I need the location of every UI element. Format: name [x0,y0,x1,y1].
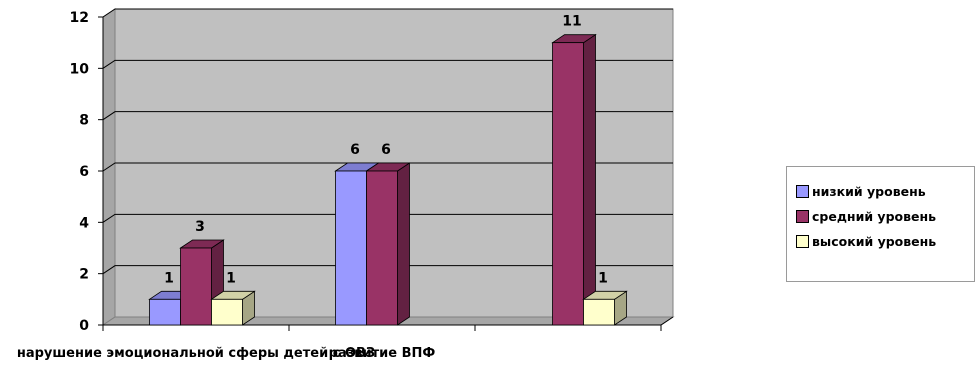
bar-front [335,170,367,326]
data-label: 6 [381,142,391,158]
category-label: развитие ВПФ [329,346,436,361]
data-label: 3 [195,219,205,235]
bar [210,290,256,326]
y-tick-label: 10 [70,61,90,77]
gridline [102,265,673,275]
bar-front [211,298,243,326]
legend-label-high: высокий уровень [812,234,937,249]
y-tick-label: 2 [79,267,89,283]
data-label: 1 [164,270,174,286]
bar-front [366,170,398,326]
category-label: нарушение эмоциональной сферы детей с ОВ… [17,346,375,361]
bar [582,290,628,326]
legend-label-medium: средний уровень [812,209,937,224]
gridline [102,213,673,223]
gridline [102,8,673,18]
legend-swatch-high [796,235,809,248]
bar-side [583,33,596,326]
bar [551,33,597,326]
bar-front [149,298,181,326]
data-label: 6 [350,142,360,158]
data-label: 1 [598,270,608,286]
legend-swatch-low [796,185,809,198]
bar-front [180,247,212,326]
axes: 0 2 4 6 8 10 12 нарушение эмоциональной сферы д… [17,10,674,361]
legend-swatch-medium [796,210,809,223]
legend-item-high: высокий уровень [796,229,974,254]
y-tick-label: 12 [70,10,89,26]
data-label: 11 [562,14,581,30]
bar-front [552,42,584,326]
gridlines [102,8,673,275]
legend-item-medium: средний уровень [796,204,974,229]
data-label: 1 [226,270,236,286]
bar-front [583,298,615,326]
y-tick-label: 8 [79,113,89,129]
legend: низкий уровень средний уровень высокий у… [786,166,975,282]
y-tick-label: 4 [79,215,89,231]
gridline [102,59,673,69]
bar [365,162,411,326]
bar-side [397,162,410,326]
y-tick-label: 0 [79,318,89,334]
gridline [102,111,673,121]
legend-item-low: низкий уровень [796,179,974,204]
gridline [102,162,673,172]
bars [148,33,628,326]
legend-label-low: низкий уровень [812,184,926,199]
y-tick-label: 6 [79,164,89,180]
